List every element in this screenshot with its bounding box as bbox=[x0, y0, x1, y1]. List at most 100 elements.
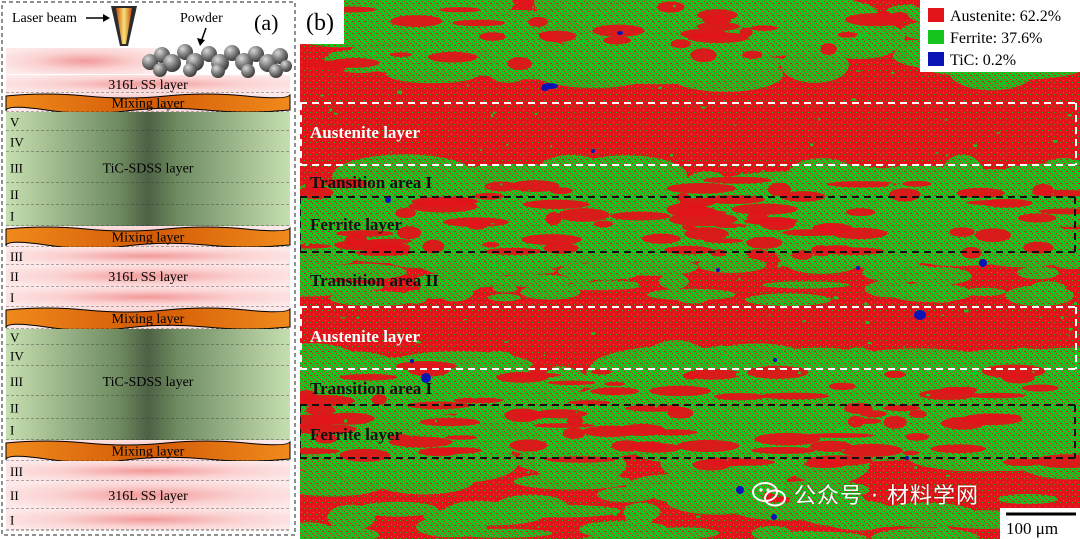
layer-name: 316L SS layer bbox=[108, 270, 188, 285]
layer-mix: Mixing layer bbox=[5, 93, 291, 114]
layer-roman: I bbox=[6, 509, 290, 531]
tic-particle bbox=[905, 456, 909, 460]
region-label: Ferrite layer bbox=[310, 215, 402, 234]
legend-swatch bbox=[928, 52, 944, 66]
layer-index: V bbox=[10, 330, 20, 345]
layer-index: II bbox=[10, 401, 19, 416]
layer-index: III bbox=[10, 161, 23, 176]
tic-particle bbox=[591, 149, 595, 153]
powder-particle bbox=[142, 54, 158, 70]
region-label: Transition area I bbox=[310, 173, 433, 192]
region-label: Austenite layer bbox=[310, 327, 420, 346]
layer-index: II bbox=[10, 488, 19, 503]
region-label: Transition area I bbox=[310, 379, 433, 398]
powder-particle bbox=[241, 64, 255, 78]
layer-index: III bbox=[10, 249, 23, 264]
powder-particle bbox=[183, 63, 197, 77]
layer-index: IV bbox=[10, 135, 24, 150]
region-label: Ferrite layer bbox=[310, 425, 402, 444]
tic-particle bbox=[979, 259, 987, 267]
layer-name: TiC-SDSS layer bbox=[103, 162, 194, 177]
layer-roman: I bbox=[6, 205, 290, 227]
tic-particle bbox=[541, 85, 549, 91]
tic-particle bbox=[385, 197, 391, 203]
watermark: 公众号 · 材料学网 bbox=[752, 478, 979, 510]
layer-index: III bbox=[10, 464, 23, 479]
powder-particle bbox=[272, 48, 288, 64]
layer-name: 316L SS layer bbox=[108, 78, 188, 93]
powder-particle bbox=[248, 46, 264, 62]
legend-box bbox=[920, 0, 1080, 72]
layer-index: II bbox=[10, 187, 19, 202]
region-frames bbox=[300, 102, 1077, 459]
region-labels: Austenite layer Transition area I Ferrite … bbox=[310, 123, 439, 444]
layer-name: 316L SS layer bbox=[108, 489, 188, 504]
layer-roman: IV bbox=[6, 345, 290, 367]
legend-entry: Austenite: 62.2% bbox=[950, 8, 1061, 25]
tic-particle bbox=[410, 359, 414, 363]
layer-roman: III bbox=[6, 247, 290, 266]
scale-bar-label: 100 μm bbox=[1006, 519, 1058, 538]
layer-mix: Mixing layer bbox=[5, 307, 291, 331]
tic-particle bbox=[421, 373, 431, 383]
layer-index: I bbox=[10, 423, 14, 438]
layer-index: II bbox=[10, 269, 19, 284]
layer-name: Mixing layer bbox=[112, 445, 185, 460]
powder-particle bbox=[224, 45, 240, 61]
laser-beam-label: Laser beam bbox=[12, 11, 77, 26]
tic-particle bbox=[773, 358, 777, 362]
legend-entry: TiC: 0.2% bbox=[950, 52, 1016, 69]
layer-roman: I bbox=[6, 287, 290, 308]
layer-roman: I bbox=[6, 419, 290, 441]
region-label: Austenite layer bbox=[310, 123, 420, 142]
tic-particle bbox=[771, 514, 777, 520]
melt-pool bbox=[6, 48, 164, 74]
powder-label: Powder bbox=[180, 11, 223, 26]
layer-ss: II 316L SS layer bbox=[6, 481, 290, 510]
layer-mix: Mixing layer bbox=[5, 226, 291, 249]
powder-particle bbox=[211, 64, 225, 78]
layer-name: Mixing layer bbox=[112, 312, 185, 327]
layer-roman: V bbox=[6, 112, 290, 132]
layer-index: IV bbox=[10, 349, 24, 364]
layer-name: Mixing layer bbox=[112, 231, 185, 246]
panel-a-label: (a) bbox=[254, 10, 278, 35]
layer-name: TiC-SDSS layer bbox=[103, 375, 194, 390]
layer-index: V bbox=[10, 115, 20, 130]
legend: Austenite: 62.2% Ferrite: 37.6% TiC: 0.2% bbox=[920, 0, 1080, 72]
tic-particle bbox=[736, 486, 744, 494]
deposition-head: (a) Laser beam Powder bbox=[6, 6, 292, 78]
panel-b-label-bg bbox=[300, 0, 344, 44]
region-label: Transition area II bbox=[310, 271, 439, 290]
tic-particles bbox=[385, 31, 987, 520]
layer-roman: III bbox=[6, 461, 290, 482]
layer-index: III bbox=[10, 374, 23, 389]
legend-swatch bbox=[928, 30, 944, 44]
legend-entry: Ferrite: 37.6% bbox=[950, 30, 1042, 47]
legend-swatch bbox=[928, 8, 944, 22]
layer-tic: III TiC-SDSS layer bbox=[6, 366, 290, 397]
layer-index: I bbox=[10, 513, 14, 528]
layer-roman: IV bbox=[6, 131, 290, 153]
laser-beam-icon bbox=[116, 8, 132, 44]
ebsd-phase-map: Austenite layer Transition area I Ferrite … bbox=[300, 0, 1080, 539]
tic-particle bbox=[856, 266, 860, 270]
layer-index: I bbox=[10, 209, 14, 224]
powder-particle bbox=[269, 64, 283, 78]
powder-particle bbox=[153, 63, 167, 77]
powder-particle bbox=[280, 60, 292, 72]
wechat-icon bbox=[752, 482, 786, 507]
layer-mix: Mixing layer bbox=[5, 440, 291, 463]
layer-roman: II bbox=[6, 396, 290, 420]
layer-tic: III TiC-SDSS layer bbox=[6, 152, 290, 184]
tic-particle bbox=[716, 268, 720, 272]
layer-roman: V bbox=[6, 329, 290, 346]
layer-roman: II bbox=[6, 183, 290, 206]
watermark-text: 公众号 · 材料学网 bbox=[794, 484, 979, 509]
powder-particle bbox=[163, 54, 181, 72]
tic-particle bbox=[617, 31, 623, 35]
layer-ss: II 316L SS layer bbox=[6, 265, 290, 288]
layer-index: I bbox=[10, 290, 14, 305]
